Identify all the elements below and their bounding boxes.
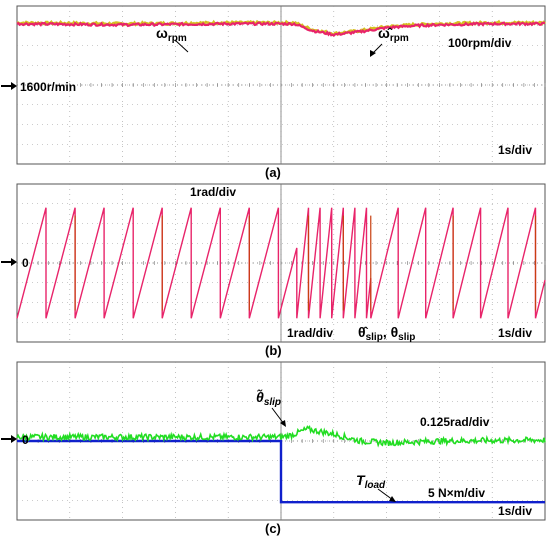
scale-theta-c: 0.125rad/div xyxy=(420,415,490,429)
scale-t-c: 5 N×m/div xyxy=(428,486,485,500)
omega-trace xyxy=(16,21,546,38)
caption-b: (b) xyxy=(265,343,282,358)
omega-hat-pointer xyxy=(370,43,383,57)
t-load-label: Tload xyxy=(356,472,386,491)
scale-y-b-top: 1rad/div xyxy=(190,185,236,199)
theta-tilde-pointer xyxy=(271,407,286,427)
t-load-trace xyxy=(17,439,545,504)
theta-tilde-label: θ̃slip xyxy=(256,388,281,408)
caption-c: (c) xyxy=(265,521,281,536)
scale-x-c: 1s/div xyxy=(498,504,532,518)
scale-y-a: 100rpm/div xyxy=(448,36,512,50)
theta-slip-label: θ̂slip, θslip xyxy=(358,324,415,343)
scale-y-b-bottom: 1rad/div xyxy=(287,326,333,340)
theta-tilde-trace xyxy=(16,424,546,448)
caption-a: (a) xyxy=(265,165,281,180)
omega-rpm-label: ωrpm xyxy=(156,25,187,44)
zero-arrow-c xyxy=(1,435,17,443)
panel-b xyxy=(16,183,546,343)
panel-a xyxy=(16,5,546,165)
zero-label-c: 0 xyxy=(22,433,29,447)
t-load-pointer xyxy=(377,488,396,502)
omega-pointer xyxy=(174,39,189,53)
zero-arrow-b xyxy=(1,258,17,266)
omega-hat-label: ω̂rpm xyxy=(378,25,409,44)
zero-label-b: 0 xyxy=(22,256,29,270)
ref-level-label: 1600r/min xyxy=(20,80,76,94)
scale-x-a: 1s/div xyxy=(498,143,532,157)
ref-arrow-a xyxy=(1,82,17,90)
scale-x-b: 1s/div xyxy=(498,326,532,340)
panel-c xyxy=(16,361,546,521)
